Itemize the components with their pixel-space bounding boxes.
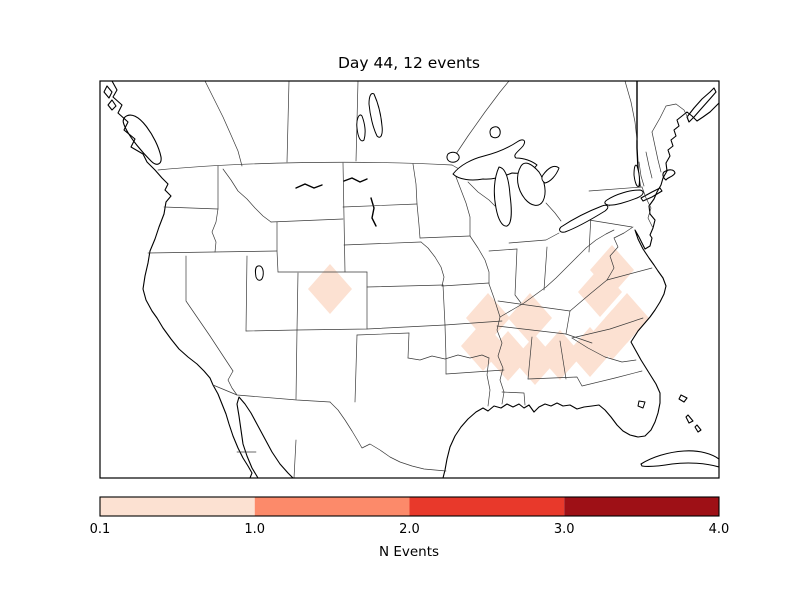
state-border-layer: [147, 131, 662, 407]
colorbar-tick-label: 0.1: [90, 522, 111, 537]
lake-oahe: [370, 197, 377, 227]
rio-grande-border: [329, 401, 447, 472]
event-diamond-marker: [486, 331, 530, 381]
colorbar-segment: [409, 497, 565, 516]
georgian-bay: [541, 165, 560, 184]
lakes-layer: [254, 93, 646, 409]
lake-erie: [559, 204, 609, 233]
detroit-border: [545, 202, 562, 222]
colorbar-segment: [100, 497, 255, 516]
colorbar-ticks: 0.1 1.0 2.0 3.0 4.0: [90, 522, 730, 537]
event-diamond-marker: [590, 245, 634, 295]
on-qc-border: [624, 81, 638, 141]
colorbar-tick-label: 1.0: [244, 522, 265, 537]
colorbar: [100, 497, 719, 516]
cape-cod: [662, 169, 676, 181]
colorbar-outline: [99, 496, 720, 517]
colorbar-segment: [254, 497, 410, 516]
event-diamond-marker: [308, 264, 352, 314]
event-diamond-marker: [538, 330, 582, 380]
lake-superior: [452, 139, 538, 181]
us-mexico-border: [212, 384, 331, 403]
lake-of-the-woods: [446, 151, 460, 163]
lake-nipigon: [489, 126, 501, 139]
gulf-atlantic-coastline: [442, 102, 719, 478]
colorbar-tick-label: 4.0: [709, 522, 730, 537]
lake-ontario: [604, 189, 644, 206]
lake-michigan: [493, 166, 512, 227]
lake-winnipeg: [368, 93, 383, 138]
colorbar-tick-label: 3.0: [554, 522, 575, 537]
cuba: [640, 450, 719, 468]
mexico-state-borders: [236, 439, 297, 478]
maine-qc-border: [651, 103, 689, 133]
lake-okeechobee: [637, 400, 646, 409]
long-island: [640, 187, 663, 202]
map-frame: [99, 80, 720, 479]
colorbar-tick-label: 2.0: [399, 522, 420, 537]
ab-sk-border: [286, 81, 290, 163]
figure-title: Day 44, 12 events: [338, 54, 480, 72]
lake-huron: [517, 162, 546, 206]
us-canada-border: [157, 161, 453, 171]
event-diamond-marker: [508, 293, 552, 343]
lake-sakakawea: [343, 177, 368, 183]
colorbar-axis-label: N Events: [379, 544, 439, 560]
nova-scotia: [686, 87, 717, 123]
coastline-layer: [103, 81, 719, 478]
map-area: [103, 81, 719, 478]
lake-champlain: [633, 164, 640, 187]
event-markers-layer: [308, 245, 649, 385]
lake-manitoba: [356, 114, 366, 142]
bc-ab-border: [204, 81, 243, 167]
vancouver-island: [122, 114, 162, 165]
gulf-of-california-coastline: [236, 396, 294, 478]
colorbar-segment: [564, 497, 719, 516]
great-salt-lake: [254, 265, 264, 281]
mb-on-border: [451, 81, 510, 161]
fort-peck-lake: [295, 183, 323, 189]
bahamas: [678, 394, 702, 433]
haida-islands: [103, 85, 117, 111]
